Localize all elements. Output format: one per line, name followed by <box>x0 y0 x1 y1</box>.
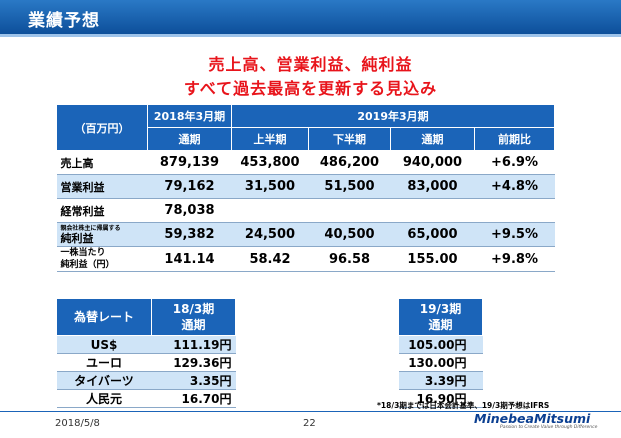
fx-currency: ユーロ <box>56 353 152 372</box>
page-title: 業績予想 <box>28 11 100 31</box>
fx-rate-table-fy18: 為替レート 18/3期 通期 US$ 111.19円 ユーロ 129.36円 タ… <box>56 298 236 408</box>
cell-yoy <box>474 198 555 223</box>
cell-fy18: 79,162 <box>147 174 232 199</box>
company-tagline: Passion to Create Value through Differen… <box>500 425 598 430</box>
cell-h2: 51,500 <box>308 174 391 199</box>
table-row: タイバーツ 3.35円 <box>56 371 236 390</box>
header-bar: 業績予想 <box>0 0 621 34</box>
table-row: 営業利益 79,162 31,500 51,500 83,000 +4.8% <box>56 174 555 199</box>
headline-line1: 売上高、営業利益、純利益 <box>208 55 413 74</box>
fx-rate: 111.19円 <box>151 335 236 354</box>
cell-fy19: 155.00 <box>390 246 475 272</box>
table-row: 親会社株主に帰属する 純利益 59,382 24,500 40,500 65,0… <box>56 222 555 247</box>
fx-rate: 3.35円 <box>151 371 236 390</box>
footer-date: 2018/5/8 <box>55 418 100 429</box>
cell-fy18: 59,382 <box>147 222 232 247</box>
table-row: 売上高 879,139 453,800 486,200 940,000 +6.9… <box>56 150 555 175</box>
fx-rate: 16.90円 <box>398 389 483 408</box>
cell-fy19: 65,000 <box>390 222 475 247</box>
fx-currency: タイバーツ <box>56 371 152 390</box>
forecast-table: （百万円） 2018年3月期 2019年3月期 通期 上半期 下半期 通期 前期… <box>56 104 555 272</box>
fx-rate: 3.39円 <box>398 371 483 390</box>
cell-h2 <box>308 198 391 223</box>
company-logo: MinebeaMitsumi <box>474 411 591 426</box>
fx-currency: 人民元 <box>56 389 152 408</box>
header-fy2019: 2019年3月期 <box>231 104 555 128</box>
table-row: 3.39円 <box>398 371 483 390</box>
footer-divider <box>0 411 621 412</box>
cell-h1: 453,800 <box>231 150 309 175</box>
fx-header-fy18: 18/3期 通期 <box>151 298 236 336</box>
row-label-small: 親会社株主に帰属する <box>60 224 121 232</box>
fx-rate: 16.70円 <box>151 389 236 408</box>
table-row: 経常利益 78,038 <box>56 198 555 223</box>
cell-yoy: +9.5% <box>474 222 555 247</box>
cell-yoy: +9.8% <box>474 246 555 272</box>
table-row: US$ 111.19円 <box>56 335 236 354</box>
row-label: 親会社株主に帰属する 純利益 <box>56 222 148 247</box>
table-row: ユーロ 129.36円 <box>56 353 236 372</box>
fx-currency: US$ <box>56 335 152 354</box>
cell-yoy: +4.8% <box>474 174 555 199</box>
subheader-first-half: 上半期 <box>231 127 309 151</box>
fx-rate: 130.00円 <box>398 353 483 372</box>
row-label: 経常利益 <box>56 198 148 223</box>
row-label: 営業利益 <box>56 174 148 199</box>
cell-fy19 <box>390 198 475 223</box>
subheader-yoy: 前期比 <box>474 127 555 151</box>
cell-fy19: 940,000 <box>390 150 475 175</box>
table-row: 130.00円 <box>398 353 483 372</box>
fx-header-fy19: 19/3期 通期 <box>398 298 483 336</box>
table-row: 16.90円 <box>398 389 483 408</box>
subheader-full-year-2018: 通期 <box>147 127 232 151</box>
headline-line2: すべて過去最高を更新する見込み <box>183 79 438 98</box>
header-fy2018: 2018年3月期 <box>147 104 232 128</box>
row-label: 一株当たり 純利益（円） <box>56 246 148 272</box>
cell-h2: 486,200 <box>308 150 391 175</box>
table-row: 一株当たり 純利益（円） 141.14 58.42 96.58 155.00 +… <box>56 246 555 272</box>
row-label-main: 純利益（円） <box>60 260 115 270</box>
fx-rate-table-fy19: 19/3期 通期 105.00円 130.00円 3.39円 16.90円 <box>398 298 483 408</box>
row-label-small: 一株当たり <box>60 248 106 258</box>
fx-header-fy19-label: 通期 <box>428 318 453 332</box>
fx-header-fy18-period: 18/3期 <box>172 302 215 316</box>
row-label: 売上高 <box>56 150 148 175</box>
header-underline <box>0 34 621 37</box>
cell-h1: 58.42 <box>231 246 309 272</box>
cell-fy18: 141.14 <box>147 246 232 272</box>
fx-header-fy18-label: 通期 <box>181 318 206 332</box>
cell-fy19: 83,000 <box>390 174 475 199</box>
cell-h1 <box>231 198 309 223</box>
fx-title: 為替レート <box>56 298 152 336</box>
fx-rate: 129.36円 <box>151 353 236 372</box>
cell-h1: 31,500 <box>231 174 309 199</box>
row-label-main: 純利益 <box>60 231 94 245</box>
cell-fy18: 78,038 <box>147 198 232 223</box>
unit-header: （百万円） <box>56 104 148 151</box>
table-row: 105.00円 <box>398 335 483 354</box>
cell-yoy: +6.9% <box>474 150 555 175</box>
cell-h1: 24,500 <box>231 222 309 247</box>
subheader-full-year-2019: 通期 <box>390 127 475 151</box>
cell-h2: 96.58 <box>308 246 391 272</box>
table-row: 人民元 16.70円 <box>56 389 236 408</box>
cell-fy18: 879,139 <box>147 150 232 175</box>
fx-header-fy19-period: 19/3期 <box>419 302 462 316</box>
accounting-note: *18/3期までは日本会計基準、19/3期予想はIFRS <box>377 401 550 410</box>
cell-h2: 40,500 <box>308 222 391 247</box>
subheader-second-half: 下半期 <box>308 127 391 151</box>
fx-rate: 105.00円 <box>398 335 483 354</box>
page-number: 22 <box>303 418 316 429</box>
